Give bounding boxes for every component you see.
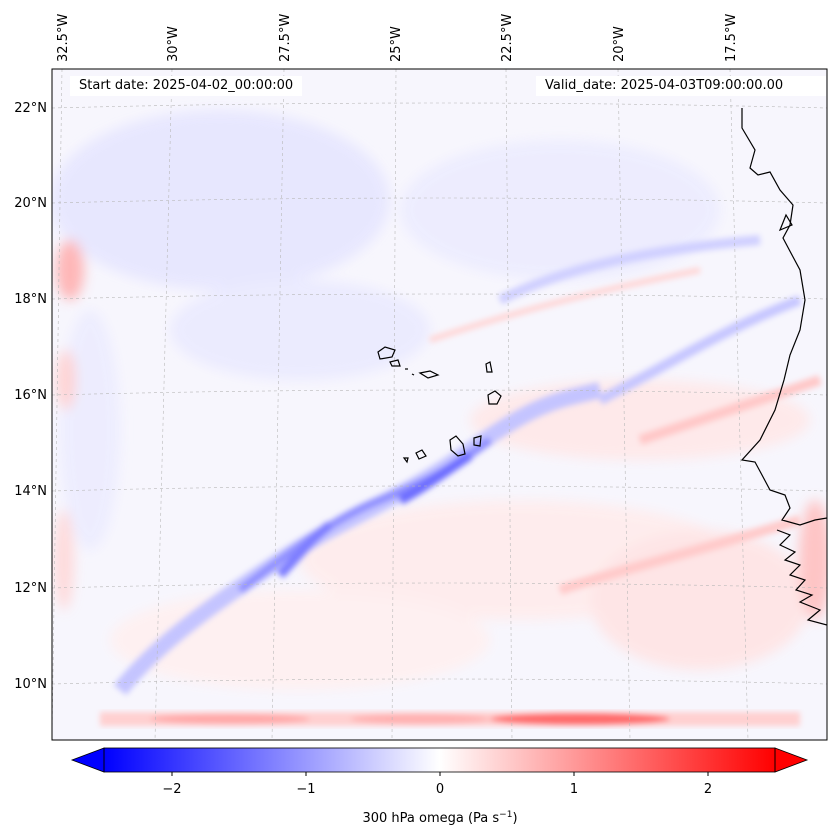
colorbar-ticks — [171, 772, 709, 776]
lon-label: 17.5°W — [724, 14, 739, 62]
cape-verde-islands — [377, 346, 502, 464]
lat-label: 20°N — [14, 196, 47, 211]
valid-date-label: Valid_date: 2025-04-03T09:00:00.00 — [536, 76, 826, 96]
lat-label: 18°N — [14, 292, 47, 307]
lon-label: 25°W — [389, 26, 404, 62]
lon-label: 20°W — [612, 26, 627, 62]
lat-labels: 22°N 20°N 18°N 16°N 14°N 12°N 10°N — [14, 101, 47, 692]
lat-label: 12°N — [14, 581, 47, 596]
lat-label: 16°N — [14, 388, 47, 403]
map-area — [51, 68, 828, 741]
colorbar-tick-label: 2 — [704, 782, 712, 797]
colorbar-label: 300 hPa omega (Pa s−1) — [362, 810, 517, 826]
lat-label: 22°N — [14, 101, 47, 116]
colorbar: −2 −1 0 1 2 300 hPa omega (Pa s−1) — [70, 747, 809, 826]
lon-label: 32.5°W — [56, 14, 71, 62]
start-date-label: Start date: 2025-04-02_00:00:00 — [70, 76, 303, 96]
lon-labels: 32.5°W 30°W 27.5°W 25°W 22.5°W 20°W 17.5… — [56, 14, 739, 62]
lat-label: 14°N — [14, 484, 47, 499]
map-frame — [51, 68, 828, 741]
colorbar-tick-label: 1 — [570, 782, 578, 797]
lon-label: 22.5°W — [500, 14, 515, 62]
colorbar-tick-label: −1 — [296, 782, 315, 797]
gridlines — [52, 69, 827, 740]
colorbar-min-extend — [70, 747, 105, 773]
colorbar-tick-label: −2 — [162, 782, 181, 797]
lat-label: 10°N — [14, 677, 47, 692]
lon-label: 27.5°W — [278, 14, 293, 62]
colorbar-gradient — [104, 748, 775, 772]
lon-label: 30°W — [166, 26, 181, 62]
colorbar-max-extend — [774, 747, 809, 773]
colorbar-tick-label: 0 — [436, 782, 444, 797]
omega-field — [52, 110, 827, 726]
